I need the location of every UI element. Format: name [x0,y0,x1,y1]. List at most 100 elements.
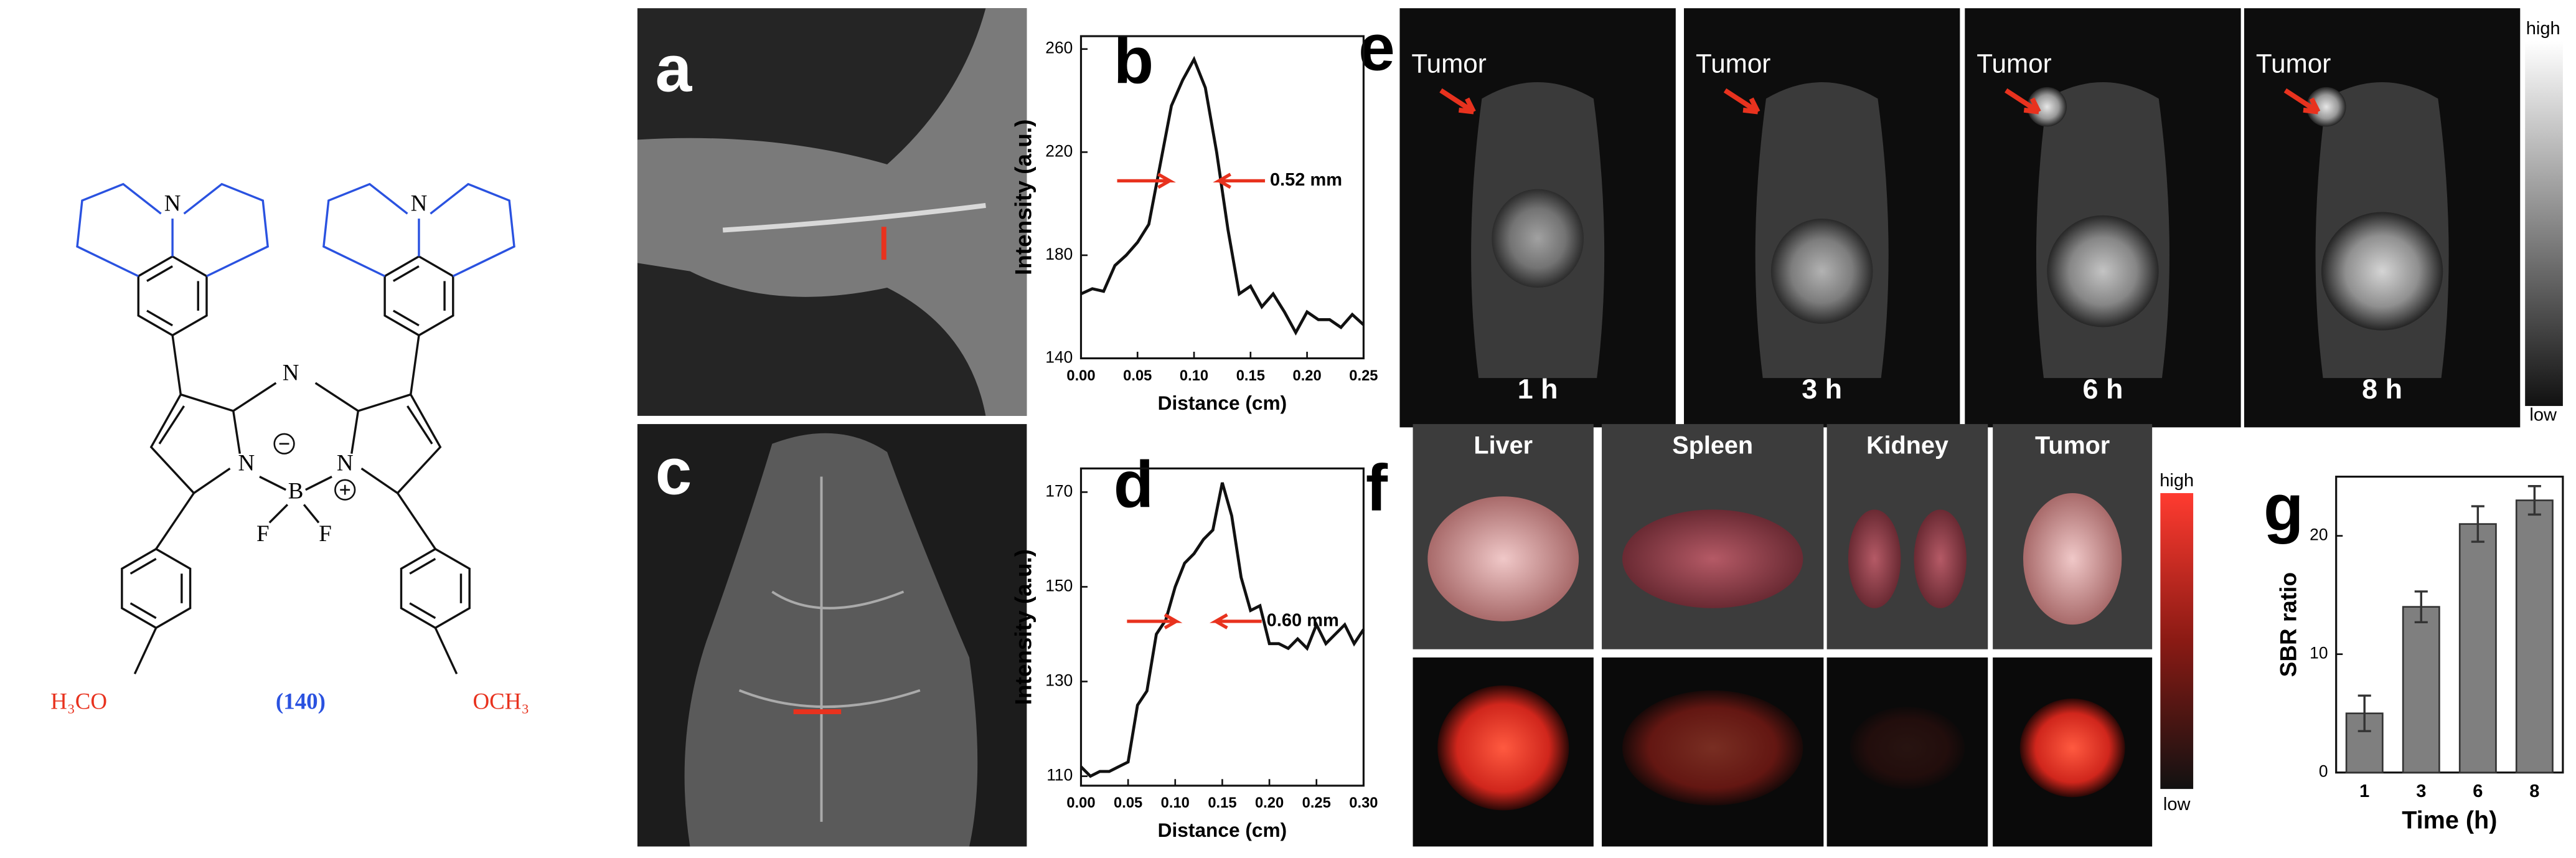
image-a-limb [637,8,1027,416]
y-tick-label: 260 [1045,39,1073,57]
bond [409,602,436,620]
bond [383,255,454,337]
y-tick-label: 110 [1046,766,1073,785]
bond [158,405,186,445]
scale-low: low [2163,794,2191,814]
x-tick-label: 0.05 [1114,794,1142,811]
atom: N [164,190,181,215]
y-tick-label: 130 [1045,671,1073,690]
error-bar [2527,485,2541,516]
x-tick-label: 1 [2359,781,2369,801]
x-tick-label: 0.30 [1349,794,1378,811]
bond [155,492,195,550]
molecule [76,182,515,675]
panel-e-images: Tumor 1 h Tumor 3 h Tumor 6 h Tumor 8 h [1399,8,2521,428]
bond [146,265,173,282]
bond [121,547,192,629]
substituent: OCH₃ [472,688,529,714]
tumor-signal [2306,87,2346,127]
bond [183,182,269,278]
tumor-label: Tumor [1411,49,1486,78]
image-a-vessel [722,203,986,233]
time-label: 8 h [2362,373,2402,405]
plot-frame [1079,35,1365,360]
bond [133,627,157,675]
error-bar [2357,694,2371,732]
x-tick-label: 0.00 [1066,794,1095,811]
bond [392,265,420,282]
bond [193,467,231,494]
plot-frame [2335,475,2564,774]
scale-high: high [2160,471,2194,491]
y-axis-label: SBR ratio [2276,572,2301,677]
mouse-organ [2047,215,2159,328]
y-tick-label: 140 [1045,347,1073,366]
tumor-label: Tumor [1696,49,1770,78]
bond [314,382,359,412]
bond [392,309,420,327]
image-c-vessels [738,476,921,822]
time-label: 6 h [2083,373,2123,405]
panel-label: c [656,435,692,508]
bond [149,394,195,494]
panel-label: a [656,32,693,106]
bond [171,335,182,395]
organ-label: Spleen [1672,431,1753,459]
x-tick-label: 0.15 [1208,794,1236,811]
error-bar [2471,505,2484,543]
tumor-arrow [1439,88,1476,115]
compound-label: (140) [276,688,326,714]
x-tick-label: 0.20 [1255,794,1284,811]
y-tick-label: 180 [1045,245,1073,263]
x-tick-label: 0.20 [1292,367,1321,384]
time-label: 3 h [1802,373,1842,405]
image-c-body [684,433,978,847]
organ [1622,509,1803,608]
bar [2458,523,2497,774]
line-series [1079,482,1365,778]
scale-low: low [2529,405,2557,425]
bond [360,467,398,494]
atom: N [238,450,255,476]
bond [259,476,286,491]
x-tick-label: 0.10 [1161,794,1190,811]
panel-label: b [1114,24,1154,97]
bond [400,547,471,629]
bond [232,410,241,454]
organ [1848,509,1901,608]
bond [137,255,208,337]
bond [76,182,162,278]
time-label: 1 h [1518,373,1558,405]
atom: N [337,450,354,476]
fluorescence [1437,685,1569,811]
bond [409,558,436,575]
x-tick-label: 6 [2473,781,2483,801]
fwhm-arrows [1127,613,1262,629]
organ [1427,496,1579,621]
plot-frame [1079,467,1365,787]
organ [1914,509,1967,608]
tumor-arrow [2005,88,2041,115]
mouse-organ [1770,219,1873,324]
tumor-arrow [2283,88,2321,115]
bond [268,504,289,524]
x-tick-label: 0.10 [1180,367,1208,384]
colorbar-red [2160,493,2194,790]
bond [180,393,234,412]
tumor-arrow [1723,88,1760,115]
fluorescence [1622,690,1803,806]
tumor-label: Tumor [1977,49,2051,78]
panel-f-images: Liver Spleen Kidney Tumor [1413,424,2153,847]
mouse-organ [1492,189,1584,288]
annotation: 0.52 mm [1270,170,1342,190]
y-tick-label: 170 [1045,481,1073,500]
y-tick-label: 0 [2319,762,2328,781]
atom: F [256,521,270,546]
bond [146,309,173,327]
bond [305,476,332,491]
fluorescence [1850,707,1965,790]
atom: B [288,478,304,503]
tumor-signal [2027,87,2067,127]
